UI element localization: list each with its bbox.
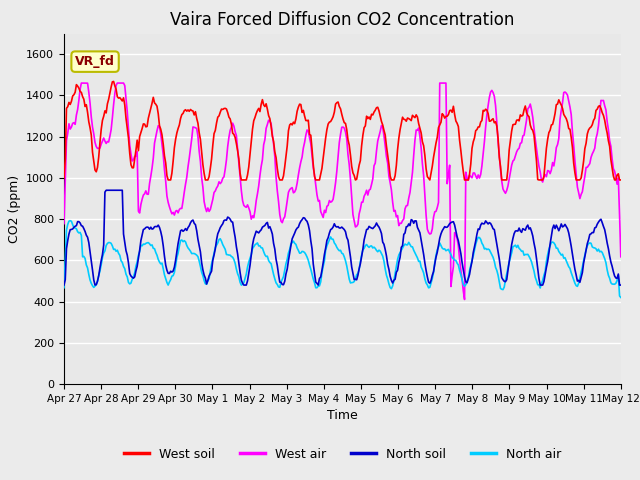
Text: VR_fd: VR_fd [75, 55, 115, 68]
Title: Vaira Forced Diffusion CO2 Concentration: Vaira Forced Diffusion CO2 Concentration [170, 11, 515, 29]
Legend: West soil, West air, North soil, North air: West soil, West air, North soil, North a… [119, 443, 566, 466]
X-axis label: Time: Time [327, 409, 358, 422]
Y-axis label: CO2 (ppm): CO2 (ppm) [8, 175, 20, 243]
